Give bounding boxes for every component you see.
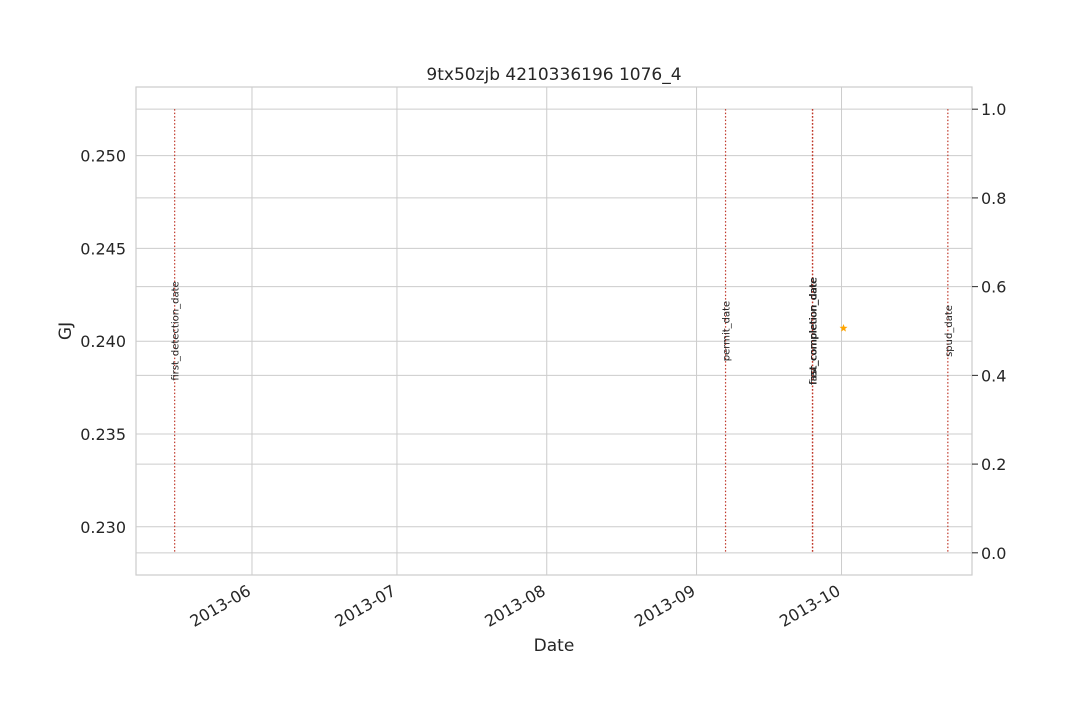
event-lines: first_detection_date permit_date frac_comp… — [171, 109, 955, 553]
y-axis-title: GJ — [56, 322, 76, 340]
y2-tick-label: 0.0 — [981, 544, 1006, 563]
y-axis-left: 0.230 0.235 0.240 0.245 0.250 — [80, 147, 126, 537]
y2-tick-label: 0.6 — [981, 278, 1006, 297]
event-label: frac_completion_date — [809, 277, 820, 385]
y-axis-right: 0.0 0.2 0.4 0.6 0.8 1.0 — [972, 100, 1006, 563]
chart-title: 9tx50zjb 4210336196 1076_4 — [426, 65, 681, 85]
data-points — [839, 324, 848, 332]
plot-frame — [135, 86, 973, 576]
y-tick-label: 0.230 — [80, 518, 126, 537]
y-tick-label: 0.245 — [80, 239, 126, 258]
y2-tick-label: 0.8 — [981, 189, 1006, 208]
event-label: permit_date — [722, 301, 733, 361]
x-axis-title: Date — [534, 636, 575, 656]
event-label: last_completion_date — [809, 278, 820, 384]
y-tick-label: 0.235 — [80, 425, 126, 444]
grid — [136, 87, 972, 575]
event-label: spud_date — [944, 305, 955, 357]
data-point-star — [839, 324, 848, 332]
y-tick-label: 0.240 — [80, 332, 126, 351]
y-tick-label: 0.250 — [80, 147, 126, 166]
event-label: first_detection_date — [171, 281, 182, 380]
y2-tick-label: 1.0 — [981, 100, 1006, 119]
y2-tick-label: 0.2 — [981, 455, 1006, 474]
y2-tick-label: 0.4 — [981, 366, 1006, 385]
event-label: first_completion_date — [809, 277, 820, 385]
